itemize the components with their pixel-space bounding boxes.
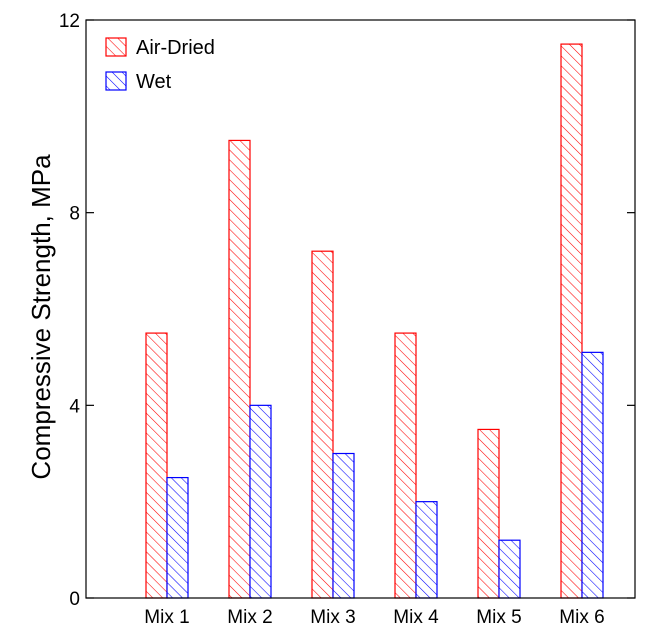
legend-label-air-dried: Air-Dried: [136, 37, 215, 59]
bar-air-dried-mix-2: [228, 139, 251, 599]
bar-air-dried-mix-4: [394, 332, 417, 599]
bar-wet-mix-3: [332, 452, 355, 599]
x-tick-label: Mix 4: [393, 607, 439, 628]
legend-swatch-air-dried: [105, 37, 127, 57]
axes-layer: Mix 1 Mix 2 Mix 3 Mix 4 Mix 5 Mix 6 0 4 8 12 Compr…: [26, 11, 636, 628]
y-tick-label: 4: [69, 396, 80, 417]
x-tick-label: Mix 5: [476, 607, 521, 628]
y-tick-label: 0: [69, 589, 80, 610]
plot-frame: [85, 19, 636, 599]
x-tick-label: Mix 1: [144, 607, 189, 628]
bar-wet-mix-1: [166, 476, 189, 599]
bar-wet-mix-5: [498, 539, 521, 599]
legend: Air-Dried Wet: [105, 37, 215, 93]
y-axis-label: Compressive Strength, MPa: [26, 154, 56, 480]
y-tick-label: 8: [69, 204, 80, 225]
bars-layer: [145, 43, 604, 599]
bar-air-dried-mix-6: [560, 43, 583, 599]
bar-air-dried-mix-1: [145, 332, 168, 599]
x-tick-label: Mix 2: [227, 607, 272, 628]
legend-label-wet: Wet: [136, 71, 172, 93]
bar-air-dried-mix-3: [311, 250, 334, 599]
bar-wet-mix-4: [415, 501, 438, 599]
x-tick-label: Mix 6: [559, 607, 604, 628]
x-tick-label: Mix 3: [310, 607, 355, 628]
bar-wet-mix-2: [249, 404, 272, 599]
legend-swatch-wet: [105, 71, 127, 91]
bar-air-dried-mix-5: [477, 428, 500, 599]
y-tick-label: 12: [59, 11, 80, 32]
bar-wet-mix-6: [581, 351, 604, 599]
